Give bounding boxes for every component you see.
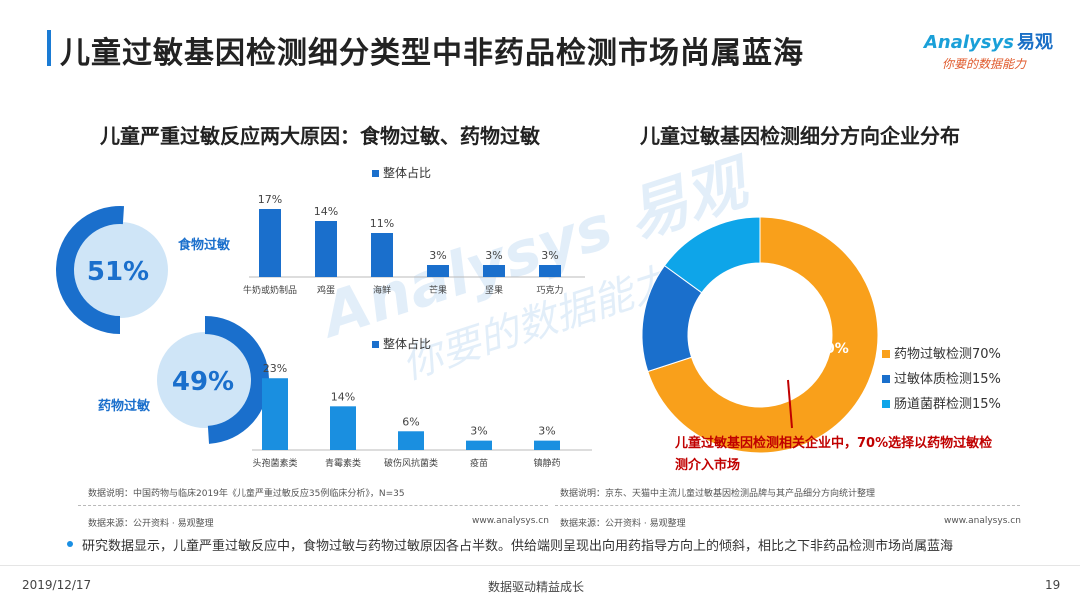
bar-category-label: 海鲜 [373,284,391,296]
left-divider [78,505,548,506]
footer-date: 2019/12/17 [22,578,92,592]
food-bar-chart: 17% 牛奶或奶制品 14% 鸡蛋 11% 海鲜 3% 芒果 3% 坚果 3% 巧克力 [243,193,585,296]
callout-line-1: 儿童过敏基因检测相关企业中，70%选择以药物过敏检 [674,435,992,451]
page-number: 19 [1045,578,1061,592]
donut-slice [663,216,761,294]
left-data-note: 数据说明：中国药物与临床2019年《儿童严重过敏反应35例临床分析》，N=35 [88,489,405,499]
bar [330,406,356,450]
title-accent-bar [47,30,51,66]
summary-text: 研究数据显示，儿童严重过敏反应中，食物过敏与药物过敏原因各占半数。供给端则呈现出… [82,539,954,554]
left-url: www.analysys.cn [472,516,549,526]
bar-category-label: 头孢菌素类 [252,457,297,469]
right-subtitle: 儿童过敏基因检测细分方向企业分布 [640,124,960,148]
callout-line-2: 测介入市场 [675,457,740,473]
bar-category-label: 芒果 [429,284,447,296]
right-url: www.analysys.cn [944,516,1021,526]
page-title: 儿童过敏基因检测细分类型中非药品检测市场尚属蓝海 [60,36,804,71]
donut-share-slice [55,206,125,334]
drug-donut-chart [157,316,270,444]
legend-label: 肠道菌群检测15% [894,397,1001,412]
right-data-note: 数据说明：京东、天猫中主流儿童过敏基因检测品牌与其产品细分方向统计整理 [560,489,876,499]
donut-share-slice [205,316,270,444]
drug-label: 药物过敏 [98,398,151,414]
left-subtitle: 儿童严重过敏反应两大原因：食物过敏、药物过敏 [100,124,540,148]
left-source: 数据来源：公开资料 · 易观整理 [88,519,214,529]
bar-value-label: 3% [538,425,555,438]
bar [427,265,449,277]
bar-value-label: 23% [263,362,287,375]
bar [466,440,492,450]
bar-value-label: 3% [470,425,487,438]
bar-category-label: 镇静药 [533,457,560,469]
bar-category-label: 破伤风抗菌类 [384,457,438,469]
bar-value-label: 11% [370,217,394,230]
food-legend-swatch [372,170,379,177]
legend-swatch [882,350,890,358]
bar-value-label: 14% [331,390,355,403]
bar-category-label: 牛奶或奶制品 [243,284,297,296]
right-source: 数据来源：公开资料 · 易观整理 [560,519,686,529]
bar [398,431,424,450]
bar-value-label: 17% [258,193,282,206]
bar [262,378,288,450]
bar [534,440,560,450]
summary-bullet-icon [67,541,73,547]
bar-value-label: 14% [314,205,338,218]
bar-category-label: 巧克力 [536,284,563,296]
food-label: 食物过敏 [178,237,231,253]
bar [483,265,505,277]
bar-category-label: 疫苗 [470,457,488,469]
bar-value-label: 3% [485,249,502,262]
bar-value-label: 6% [402,415,419,428]
bar-category-label: 青霉素类 [325,457,361,469]
drug-bar-chart: 23% 头孢菌素类 14% 青霉素类 6% 破伤风抗菌类 3% 疫苗 3% 镇静药 [252,362,592,469]
donut-background [157,332,253,428]
drug-pct-label: 49% [172,367,234,397]
donut-background [72,222,168,318]
bar-value-label: 3% [429,249,446,262]
donut-center-label: 70% [815,341,849,357]
food-pct-label: 51% [87,257,149,287]
left-charts: 51% 食物过敏 49% 药物过敏 17% 牛奶或奶制品 14% 鸡蛋 11% 海鲜 3% 芒… [55,165,592,469]
bar [259,209,281,277]
bar-value-label: 3% [541,249,558,262]
bar [371,233,393,277]
drug-legend-swatch [372,341,379,348]
footer-rule [0,565,1080,566]
legend-label: 药物过敏检测70% [894,347,1001,362]
legend-swatch [882,375,890,383]
drug-legend-label: 整体占比 [383,336,431,351]
company-distribution-donut [641,216,879,454]
bar-category-label: 鸡蛋 [317,284,335,296]
callout-line [787,379,793,429]
food-donut-chart [55,206,168,334]
donut-slice [647,216,879,454]
logo-brand-cn: 易观 [1016,32,1053,53]
bar-category-label: 坚果 [485,285,503,296]
logo-brand-en: Analysys [924,32,1014,53]
bar [539,265,561,277]
right-donut-chart: 70% 药物过敏检测70% 过敏体质检测15% 肠道菌群检测15% 儿童过敏基因检测… [641,216,1001,473]
donut-legend: 药物过敏检测70% 过敏体质检测15% 肠道菌群检测15% [882,347,1001,412]
right-divider [555,505,1020,506]
logo-slogan: 你要的数据能力 [942,57,1027,71]
brand-logo: Analysys 易观 你要的数据能力 [924,28,1054,71]
footer-slogan: 数据驱动精益成长 [488,580,585,594]
legend-label: 过敏体质检测15% [894,372,1001,387]
bar [315,221,337,277]
legend-swatch [882,400,890,408]
food-legend-label: 整体占比 [383,165,431,180]
